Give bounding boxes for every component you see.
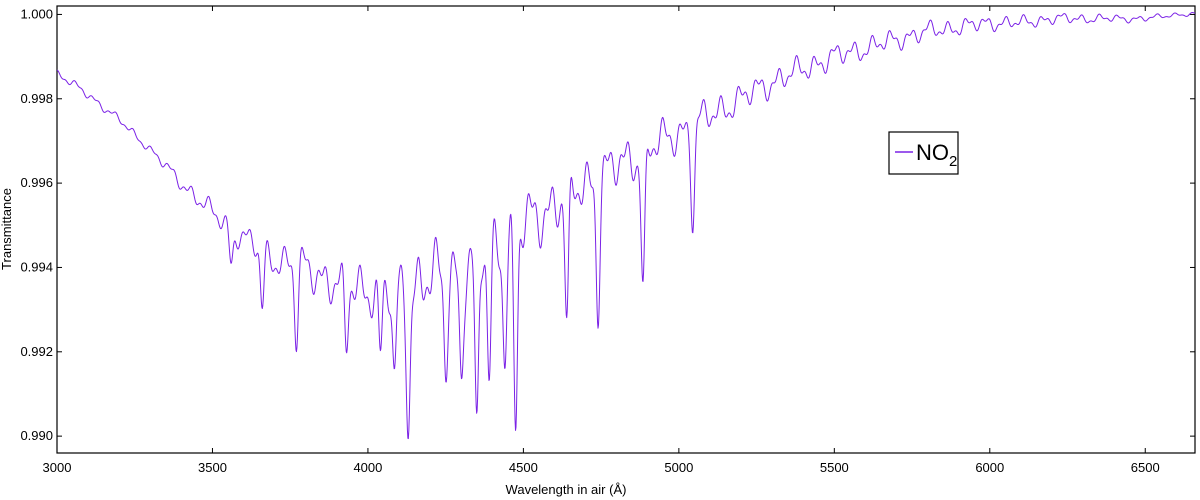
series-layer bbox=[56, 12, 1196, 440]
x-axis-label: Wavelength in air (Å) bbox=[506, 482, 627, 497]
x-tick-label: 3500 bbox=[198, 460, 227, 475]
x-axis: 3000 3500 4000 4500 5000 5500 6000 6500 bbox=[43, 6, 1160, 475]
x-tick-label: 5000 bbox=[664, 460, 693, 475]
legend-label-no2: NO2 bbox=[916, 140, 957, 170]
y-tick-label: 0.994 bbox=[20, 259, 53, 274]
legend: NO2 bbox=[888, 131, 959, 175]
y-tick-label: 0.996 bbox=[20, 175, 53, 190]
legend-box bbox=[888, 131, 959, 175]
y-tick-label: 0.992 bbox=[20, 344, 53, 359]
legend-label-subscript: 2 bbox=[949, 153, 957, 170]
y-axis-label: Transmittance bbox=[0, 188, 14, 270]
plot-area-frame bbox=[56, 5, 1196, 454]
x-tick-label: 6000 bbox=[975, 460, 1004, 475]
legend-label-main: NO bbox=[916, 140, 949, 165]
series-line-no2 bbox=[56, 12, 1196, 440]
x-tick-label: 4500 bbox=[509, 460, 538, 475]
y-tick-label: 0.990 bbox=[20, 428, 53, 443]
y-tick-label: 1.000 bbox=[20, 6, 53, 21]
y-axis: 0.990 0.992 0.994 0.996 0.998 1.000 bbox=[20, 6, 1195, 443]
x-tick-label: 4000 bbox=[353, 460, 382, 475]
y-tick-label: 0.998 bbox=[20, 91, 53, 106]
x-tick-label: 5500 bbox=[820, 460, 849, 475]
x-tick-label: 3000 bbox=[43, 460, 72, 475]
x-tick-label: 6500 bbox=[1131, 460, 1160, 475]
